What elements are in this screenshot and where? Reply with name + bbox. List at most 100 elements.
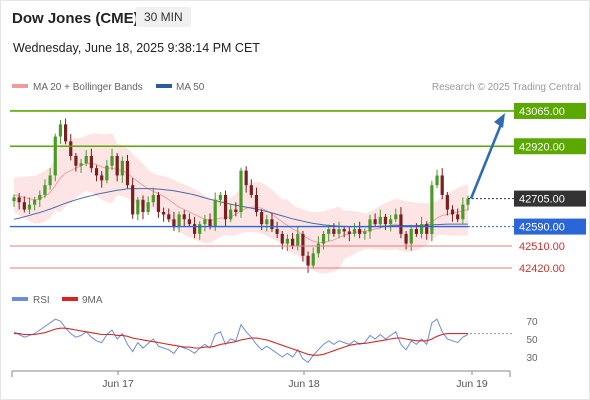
candle-body	[352, 229, 357, 234]
candle-body	[254, 194, 259, 212]
candle-body	[69, 141, 73, 156]
timeframe-badge[interactable]: 30 MIN	[136, 7, 191, 27]
rsi-tick-label: 30	[526, 353, 538, 364]
candle-body	[389, 219, 393, 225]
rsi-legend-swatch	[12, 297, 28, 301]
candle-body	[151, 194, 155, 203]
candle-body	[239, 170, 243, 212]
candle-body	[466, 198, 470, 205]
candle-body	[404, 233, 408, 244]
candle-body	[301, 233, 305, 256]
candle-body	[260, 211, 264, 225]
time-axis-label: Jun 18	[288, 378, 320, 390]
rsi-tick-label: 50	[526, 335, 538, 346]
research-credit: Research © 2025 Trading Central	[432, 82, 581, 93]
candle-body	[12, 197, 16, 202]
current-price-label: 42705.00	[519, 194, 565, 206]
candle-body	[435, 175, 439, 186]
candle-body	[84, 155, 88, 164]
candle-body	[105, 165, 109, 181]
candle-body	[378, 216, 382, 225]
time-axis: Jun 17 Jun 18 Jun 19	[102, 371, 488, 390]
rsi-legend-label: RSI	[33, 295, 50, 306]
candle-body	[120, 160, 124, 176]
candle-body	[156, 194, 161, 212]
candle-body	[285, 238, 290, 244]
candle-body	[218, 194, 222, 200]
candle-body	[110, 155, 114, 166]
candle-body	[43, 185, 47, 195]
candle-body	[27, 204, 32, 210]
candle-body	[399, 214, 403, 234]
candle-body	[327, 229, 331, 234]
ma50-legend-label: MA 50	[176, 82, 205, 93]
candle-body	[177, 214, 181, 227]
candle-body	[89, 155, 93, 169]
candle-body	[182, 214, 186, 220]
rsi-line	[13, 318, 469, 364]
candle-body	[38, 194, 42, 200]
pivot-label: 42590.00	[519, 222, 565, 234]
candle-body	[409, 229, 413, 244]
candle-body	[445, 194, 449, 210]
resistance-label-box	[514, 138, 586, 155]
candle-body	[275, 229, 279, 234]
ma20-legend-label: MA 20 + Bollinger Bands	[33, 82, 143, 93]
resistance-label: 43065.00	[519, 106, 565, 118]
candle-body	[223, 194, 228, 220]
candle-body	[208, 219, 212, 227]
candle-body	[270, 219, 274, 230]
candle-body	[244, 170, 248, 186]
candle-body	[290, 238, 295, 247]
candle-body	[94, 168, 99, 176]
candle-body	[162, 211, 166, 215]
candle-body	[311, 253, 315, 266]
ma20-legend-swatch	[12, 84, 28, 88]
candle-body	[33, 199, 37, 205]
candle-body	[383, 216, 388, 225]
candle-body	[347, 231, 351, 234]
pivot-label-box	[514, 218, 586, 235]
candle-body	[63, 124, 68, 142]
forecast-arrow-shaft	[469, 121, 504, 200]
candle-body	[115, 155, 119, 176]
candle-body	[213, 199, 217, 227]
current-price-box	[514, 190, 586, 207]
candle-body	[203, 219, 207, 225]
chart-datetime: Wednesday, June 18, 2025 9:38:14 PM CET	[13, 41, 260, 55]
candle-body	[74, 155, 78, 166]
candle-body	[363, 231, 367, 234]
candle-body	[167, 214, 171, 220]
candle-body	[146, 202, 150, 212]
candle-body	[136, 199, 140, 215]
candle-body	[373, 219, 377, 225]
candle-body	[419, 224, 424, 234]
candle-body	[141, 199, 145, 212]
candle-body	[187, 219, 192, 225]
resistance-label-box	[514, 102, 586, 119]
candle-body	[172, 219, 176, 227]
forecast-arrow-head	[494, 112, 505, 128]
candle-body	[48, 175, 52, 186]
candle-body	[440, 175, 444, 195]
candle-body	[461, 204, 465, 220]
candle-body	[22, 202, 26, 210]
candle-body	[198, 224, 202, 234]
candle-body	[456, 214, 460, 220]
candle-body	[229, 209, 233, 220]
candle-body	[100, 175, 104, 181]
candle-body	[394, 214, 398, 220]
resistance-label: 42920.00	[519, 141, 565, 153]
candle-body	[53, 136, 57, 176]
candle-body	[430, 185, 434, 234]
candle-body	[368, 219, 372, 232]
candle-body	[17, 197, 21, 203]
time-axis-label: Jun 19	[456, 378, 488, 390]
candle-body	[425, 224, 429, 234]
candle-body	[332, 229, 336, 234]
candle-body	[58, 124, 63, 137]
candle-body	[79, 163, 83, 166]
candle-body	[234, 209, 238, 212]
ma50-legend-swatch	[156, 84, 172, 88]
